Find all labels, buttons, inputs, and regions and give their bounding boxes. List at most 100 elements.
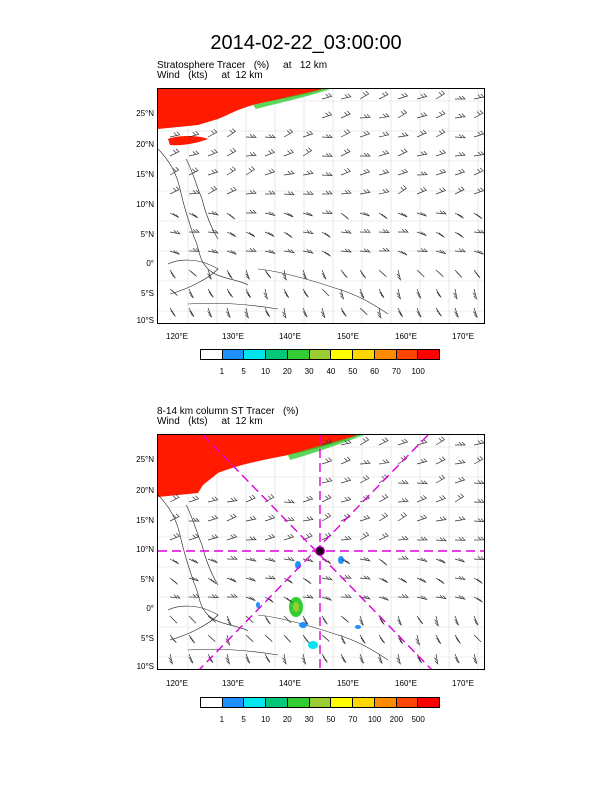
colorbar-label: 50 <box>326 715 336 724</box>
wind-barb <box>435 516 447 522</box>
lon-label: 170°E <box>452 679 474 688</box>
colorbar-label: 200 <box>389 715 404 724</box>
wind-barb <box>473 577 483 584</box>
lon-label: 160°E <box>395 332 417 341</box>
wind-barb <box>226 533 238 541</box>
wind-barb <box>169 166 180 176</box>
wind-barb <box>454 307 459 318</box>
wind-barb <box>397 498 409 503</box>
wind-barb <box>435 474 446 484</box>
wind-barb <box>169 513 180 522</box>
wind-barb <box>302 615 309 625</box>
panel1-field-label: Stratosphere Tracer (%) at 12 km <box>157 60 328 71</box>
colorbar-label: 500 <box>411 715 425 724</box>
lon-label: 130°E <box>222 679 244 688</box>
wind-barb <box>435 269 444 278</box>
wind-barb <box>264 533 276 541</box>
wind-barb <box>321 512 332 522</box>
tracer-high-region-south <box>168 136 208 146</box>
wind-barb <box>416 557 428 563</box>
wind-barb <box>188 558 199 564</box>
wind-barb <box>283 128 294 138</box>
wind-barb <box>321 634 330 642</box>
wind-barb <box>416 307 422 318</box>
wind-barb <box>397 594 409 598</box>
wind-barb <box>302 516 314 522</box>
wind-barb <box>226 250 237 255</box>
wind-barb <box>359 248 371 253</box>
wind-barb <box>340 496 352 503</box>
wind-barb <box>454 212 464 219</box>
wind-barb <box>377 653 383 664</box>
wind-barb <box>245 134 257 138</box>
lat-label: 25°N <box>136 109 154 118</box>
wind-barb <box>226 128 236 138</box>
colorbar-swatch <box>287 698 310 707</box>
wind-barb <box>207 514 219 522</box>
wind-barb <box>378 532 389 541</box>
wind-barb <box>397 615 402 626</box>
wind-barb <box>359 152 371 157</box>
wind-barb <box>454 653 460 664</box>
wind-barb <box>397 455 408 465</box>
wind-barb <box>321 172 333 177</box>
wind-barb <box>397 438 409 446</box>
wind-barb <box>434 653 439 665</box>
wind-barb <box>207 211 219 216</box>
wind-barb <box>321 596 332 601</box>
wind-barb <box>435 110 446 119</box>
wind-barb <box>473 130 484 138</box>
lon-label: 140°E <box>279 332 301 341</box>
wind-barb <box>454 493 465 503</box>
wind-barb <box>169 230 181 235</box>
wind-barb <box>302 249 314 254</box>
wind-barb <box>397 250 408 256</box>
wind-barb <box>321 439 333 446</box>
wind-barb <box>472 307 478 318</box>
wind-barb <box>207 307 213 318</box>
colorbar-label: 30 <box>304 715 314 724</box>
colorbar-label: 30 <box>304 367 314 376</box>
wind-barb <box>435 288 442 298</box>
wind-barb <box>169 634 177 643</box>
wind-barb <box>455 441 466 446</box>
wind-barb <box>378 615 385 625</box>
wind-barb <box>321 210 333 215</box>
colorbar-label: 70 <box>391 367 401 376</box>
wind-barb <box>188 634 196 644</box>
wind-barb <box>264 514 276 522</box>
wind-barb <box>454 113 466 119</box>
wind-barb <box>168 653 174 665</box>
wind-barb <box>435 495 446 503</box>
wind-barb <box>226 147 237 157</box>
wind-barb <box>359 575 371 580</box>
lon-label: 170°E <box>452 332 474 341</box>
colorbar-swatch <box>396 350 419 359</box>
wind-barb <box>283 212 294 218</box>
wind-barb <box>302 307 308 318</box>
wind-barb <box>321 653 328 663</box>
wind-barb <box>396 653 401 665</box>
wind-barb <box>207 129 218 138</box>
wind-barb <box>359 595 371 600</box>
wind-barb <box>207 496 219 503</box>
wind-barb <box>207 577 217 584</box>
wind-barb <box>264 134 276 139</box>
wind-barb <box>472 288 478 300</box>
wind-barb <box>397 148 408 157</box>
wind-barb <box>169 558 179 565</box>
lon-label: 160°E <box>395 679 417 688</box>
wind-barb <box>283 556 295 562</box>
wind-barb <box>245 577 256 582</box>
wind-barb <box>169 148 180 157</box>
wind-barb <box>415 634 421 646</box>
wind-barb <box>340 269 348 278</box>
wind-barb <box>397 512 407 522</box>
gridlines <box>158 89 484 323</box>
wind-barb <box>396 269 402 281</box>
wind-barb <box>473 151 484 157</box>
wind-barb <box>283 499 295 504</box>
wind-barb <box>378 493 389 503</box>
wind-barb <box>416 112 428 119</box>
wind-barb <box>416 269 425 278</box>
